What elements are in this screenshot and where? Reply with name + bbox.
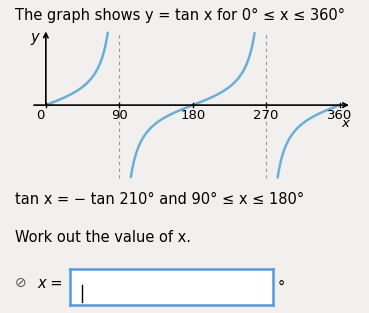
Text: y: y — [30, 30, 39, 45]
Text: ⊘: ⊘ — [15, 276, 27, 290]
Text: x =: x = — [37, 276, 62, 291]
Text: 180: 180 — [180, 109, 205, 122]
Text: 360: 360 — [327, 109, 352, 122]
Text: °: ° — [277, 280, 285, 295]
Text: The graph shows y = tan x for 0° ≤ x ≤ 360°: The graph shows y = tan x for 0° ≤ x ≤ 3… — [15, 8, 345, 23]
Text: 0: 0 — [36, 109, 44, 122]
Text: x: x — [341, 117, 349, 130]
Text: tan x = − tan 210° and 90° ≤ x ≤ 180°: tan x = − tan 210° and 90° ≤ x ≤ 180° — [15, 192, 304, 208]
Text: 90: 90 — [111, 109, 128, 122]
Text: Work out the value of x.: Work out the value of x. — [15, 230, 191, 245]
Text: 270: 270 — [254, 109, 279, 122]
